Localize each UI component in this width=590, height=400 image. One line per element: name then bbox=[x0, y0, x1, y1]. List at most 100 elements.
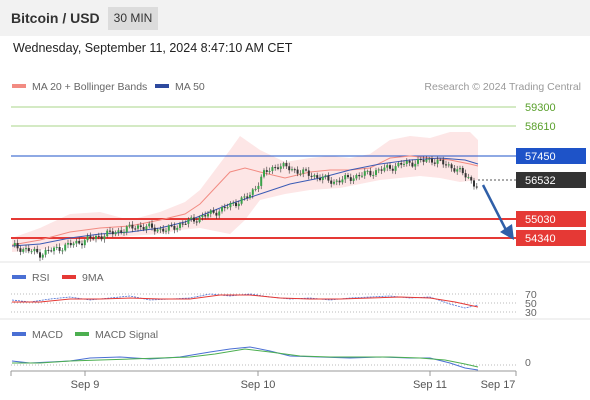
ma20-line bbox=[11, 155, 479, 246]
candle-body bbox=[81, 243, 83, 246]
candle-body bbox=[445, 164, 447, 166]
candle-body bbox=[417, 159, 419, 164]
macd-signal-legend-label: MACD Signal bbox=[95, 329, 158, 341]
candle-body bbox=[302, 169, 305, 174]
level-label-58610: 58610 bbox=[525, 121, 556, 133]
candle-body bbox=[307, 170, 310, 176]
candle-body bbox=[344, 175, 347, 180]
candle-body bbox=[366, 170, 369, 172]
interval-badge[interactable]: 30 MIN bbox=[108, 7, 158, 30]
candle-body bbox=[439, 159, 442, 161]
candle-body bbox=[151, 223, 153, 228]
candle-body bbox=[215, 212, 218, 216]
rsi-line bbox=[11, 293, 479, 309]
candle-body bbox=[467, 177, 470, 179]
candle-body bbox=[165, 230, 167, 232]
candle-body bbox=[456, 169, 459, 172]
candle-body bbox=[380, 169, 383, 171]
candle-body bbox=[173, 225, 176, 230]
candle-body bbox=[27, 248, 30, 252]
candle-body bbox=[92, 238, 95, 240]
candle-body bbox=[293, 169, 296, 171]
candle-body bbox=[58, 246, 61, 251]
candle-body bbox=[131, 224, 134, 229]
candle-body bbox=[53, 247, 55, 252]
candle-body bbox=[310, 175, 313, 177]
candle-body bbox=[235, 202, 237, 207]
candle-body bbox=[25, 248, 27, 250]
candle-body bbox=[159, 228, 162, 230]
candle-body bbox=[260, 176, 263, 186]
candle-body bbox=[347, 175, 349, 178]
candle-body bbox=[148, 223, 151, 227]
candle-body bbox=[95, 235, 97, 240]
candle-body bbox=[473, 180, 475, 187]
candle-body bbox=[268, 170, 271, 172]
candle-body bbox=[72, 243, 75, 246]
candle-body bbox=[321, 176, 324, 181]
timestamp: Wednesday, September 11, 2024 8:47:10 AM… bbox=[13, 41, 293, 55]
candle-body bbox=[419, 159, 422, 161]
candle-body bbox=[305, 169, 307, 171]
candlesticks bbox=[13, 155, 478, 262]
candle-body bbox=[195, 221, 198, 223]
candle-body bbox=[375, 170, 377, 175]
x-tick-label-sep17: Sep 17 bbox=[481, 379, 516, 391]
candle-body bbox=[209, 210, 212, 214]
candle-body bbox=[338, 180, 341, 183]
candle-body bbox=[47, 249, 50, 251]
candle-body bbox=[296, 169, 299, 174]
candle-body bbox=[361, 175, 363, 177]
projection-arrowhead bbox=[500, 224, 514, 240]
candle-body bbox=[358, 175, 361, 177]
candle-body bbox=[176, 227, 179, 230]
candle-body bbox=[263, 170, 265, 177]
candle-body bbox=[319, 177, 321, 181]
candle-body bbox=[363, 171, 366, 176]
candle-body bbox=[327, 175, 330, 181]
level-label-57450: 57450 bbox=[525, 151, 556, 163]
level-tag-57450 bbox=[516, 148, 586, 164]
candle-body bbox=[134, 228, 137, 230]
candle-body bbox=[425, 159, 428, 162]
candle-body bbox=[461, 167, 464, 174]
level-label-59300: 59300 bbox=[525, 102, 556, 114]
candle-body bbox=[355, 175, 358, 179]
macd-signal-line bbox=[12, 348, 479, 368]
candle-body bbox=[223, 207, 226, 209]
candle-body bbox=[187, 219, 190, 224]
candle-body bbox=[145, 226, 148, 230]
candle-body bbox=[167, 225, 170, 231]
candle-body bbox=[204, 215, 207, 217]
candle-body bbox=[324, 175, 327, 177]
candle-body bbox=[83, 240, 86, 246]
candle-body bbox=[97, 235, 100, 237]
candle-body bbox=[100, 236, 103, 240]
ma50-legend-swatch bbox=[155, 84, 169, 88]
macd-legend-label: MACD bbox=[32, 329, 63, 341]
candle-body bbox=[383, 167, 386, 171]
candle-body bbox=[64, 244, 67, 251]
candle-body bbox=[369, 170, 372, 176]
candle-body bbox=[67, 242, 69, 245]
level-tag-54340 bbox=[516, 230, 586, 246]
candle-body bbox=[313, 175, 316, 177]
candle-body bbox=[75, 240, 78, 244]
candle-body bbox=[254, 188, 257, 190]
candle-body bbox=[453, 168, 456, 172]
rsi-level-70-label: 70 bbox=[525, 289, 537, 301]
x-tick-label-sep11: Sep 11 bbox=[413, 379, 447, 391]
candle-body bbox=[142, 227, 145, 230]
candle-body bbox=[78, 240, 81, 244]
candle-body bbox=[274, 167, 277, 169]
candle-body bbox=[405, 160, 408, 164]
candle-body bbox=[459, 167, 461, 170]
candle-body bbox=[330, 180, 333, 184]
rsi-ma-legend-swatch bbox=[62, 275, 76, 279]
candle-body bbox=[156, 229, 159, 232]
candle-body bbox=[120, 230, 123, 233]
candle-body bbox=[19, 248, 22, 252]
candle-body bbox=[237, 203, 240, 207]
candle-body bbox=[403, 163, 405, 165]
instrument-title: Bitcoin / USD bbox=[11, 10, 100, 26]
